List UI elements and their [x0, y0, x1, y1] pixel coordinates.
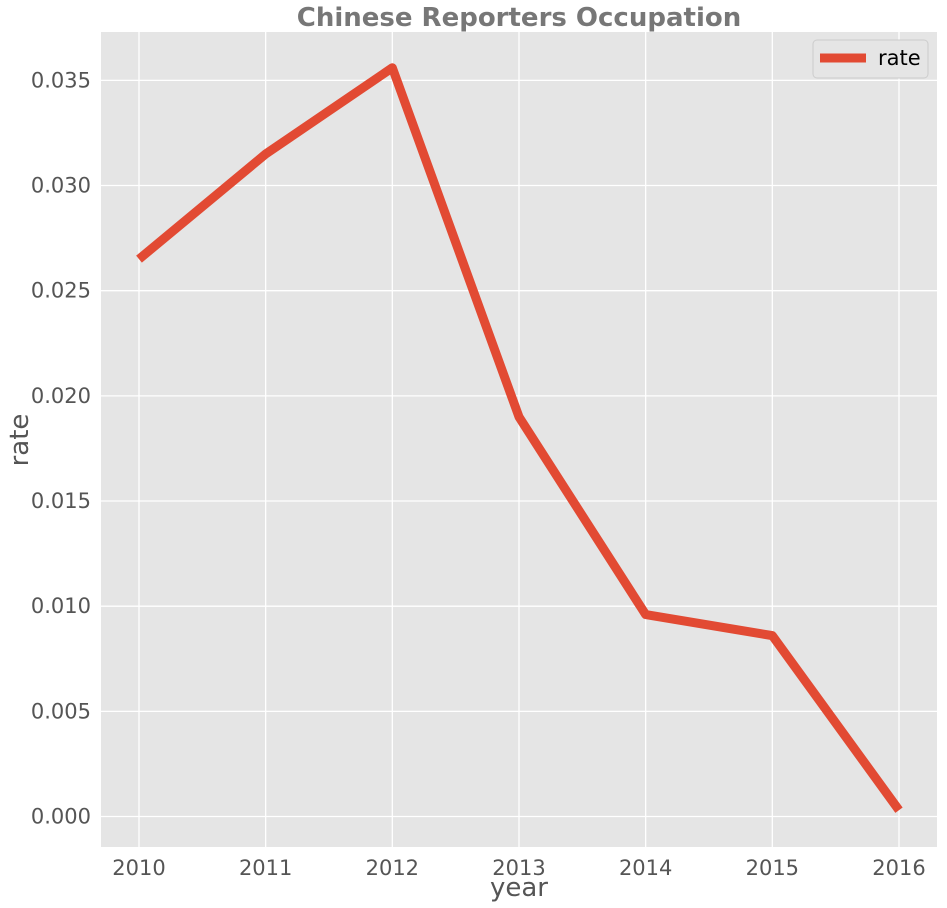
y-tick-label: 0.005 — [31, 699, 91, 723]
legend-box — [812, 39, 929, 79]
y-tick-label: 0.000 — [31, 805, 91, 829]
x-tick-label: 2012 — [366, 856, 419, 880]
legend: rate — [812, 39, 929, 79]
x-tick-label: 2014 — [619, 856, 672, 880]
chart-title: Chinese Reporters Occupation — [297, 3, 741, 33]
y-tick-labels: 0.000 0.005 0.010 0.015 0.020 0.025 0.030 0.035 — [31, 68, 91, 828]
y-tick-label: 0.035 — [31, 68, 91, 92]
y-tick-label: 0.020 — [31, 384, 91, 408]
y-axis-label: rate — [5, 414, 35, 467]
series-layer — [136, 63, 903, 813]
x-tick-label: 2010 — [112, 856, 165, 880]
grid — [101, 32, 937, 847]
x-axis-label: year — [490, 873, 548, 903]
x-tick-label: 2011 — [239, 856, 292, 880]
x-tick-label: 2013 — [492, 856, 545, 880]
legend-label-rate: rate — [878, 46, 921, 70]
y-tick-label: 0.025 — [31, 279, 91, 303]
x-tick-labels: 2010 2011 2012 2013 2014 2015 2016 — [112, 856, 925, 880]
y-tick-label: 0.015 — [31, 489, 91, 513]
y-tick-label: 0.010 — [31, 594, 91, 618]
x-tick-label: 2016 — [872, 856, 925, 880]
y-tick-label: 0.030 — [31, 174, 91, 198]
x-tick-label: 2015 — [746, 856, 799, 880]
